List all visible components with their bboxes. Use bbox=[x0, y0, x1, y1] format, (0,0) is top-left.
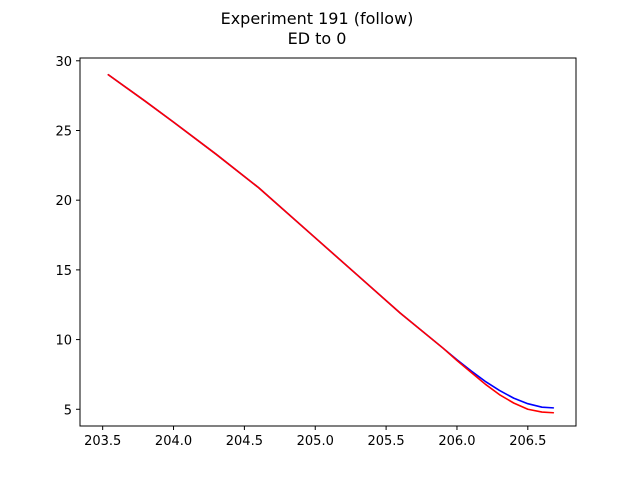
y-tick-label-0: 5 bbox=[64, 403, 72, 418]
plot-area: 203.5 204.0 204.5 205.0 205.5 206.0 206.5 5 10 15… bbox=[55, 55, 577, 449]
y-tick-label-5: 30 bbox=[55, 55, 72, 70]
chart-title: Experiment 191 (follow) bbox=[221, 9, 414, 28]
x-tick-label-4: 205.5 bbox=[367, 434, 404, 449]
x-tick-label-6: 206.5 bbox=[509, 434, 546, 449]
y-tick-label-2: 15 bbox=[55, 264, 72, 279]
x-tick-label-1: 204.0 bbox=[155, 434, 192, 449]
x-tick-label-3: 205.0 bbox=[297, 434, 334, 449]
y-tick-label-3: 20 bbox=[55, 194, 72, 209]
x-tick-label-2: 204.5 bbox=[226, 434, 263, 449]
x-tick-label-5: 206.0 bbox=[438, 434, 475, 449]
axes-frame bbox=[79, 57, 577, 427]
series-line-1 bbox=[107, 73, 555, 414]
y-tick-label-1: 10 bbox=[55, 334, 72, 349]
chart-subtitle: ED to 0 bbox=[288, 29, 347, 48]
y-tick-label-4: 25 bbox=[55, 124, 72, 139]
x-tick-label-0: 203.5 bbox=[84, 434, 121, 449]
